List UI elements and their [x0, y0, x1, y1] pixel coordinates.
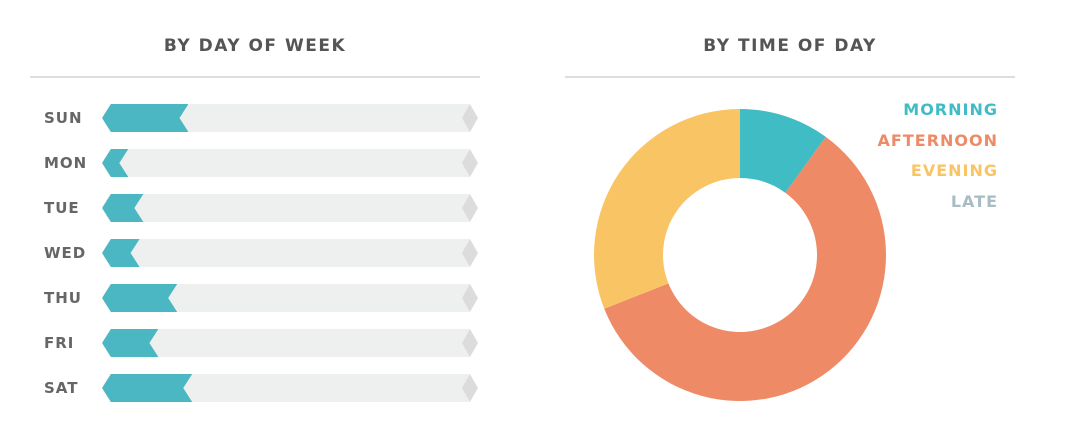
bar-track — [102, 194, 478, 222]
day-label: TUE — [44, 199, 80, 217]
track-end-icon — [462, 329, 478, 357]
track-end-icon — [462, 194, 478, 222]
bar-track — [102, 104, 478, 132]
bar-row-sat: SAT — [30, 374, 490, 402]
bar-row-thu: THU — [30, 284, 490, 312]
track-end-icon — [462, 104, 478, 132]
bar-row-wed: WED — [30, 239, 490, 267]
bar-track — [102, 284, 478, 312]
bar-track — [102, 239, 478, 267]
time-of-day-title: BY TIME OF DAY — [703, 36, 877, 56]
legend: MORNING AFTERNOON EVENING LATE — [878, 95, 998, 217]
day-label: SUN — [44, 109, 83, 127]
track-end-icon — [462, 149, 478, 177]
slice-evening — [594, 109, 740, 309]
legend-item-late: LATE — [950, 191, 998, 211]
day-label: MON — [44, 154, 88, 172]
track-end-icon — [462, 284, 478, 312]
bar-row-mon: MON — [30, 149, 490, 177]
bar-row-fri: FRI — [30, 329, 490, 357]
legend-item-morning: MORNING — [903, 100, 998, 119]
day-label: FRI — [44, 334, 75, 352]
bar-track — [102, 329, 478, 357]
track-end-icon — [462, 374, 478, 402]
bar-track — [102, 149, 478, 177]
day-label: SAT — [44, 379, 79, 397]
day-label: THU — [44, 289, 82, 307]
bar-track — [102, 374, 478, 402]
slice-afternoon — [604, 136, 886, 401]
legend-item-afternoon: AFTERNOON — [877, 130, 998, 150]
bar-sun — [102, 104, 188, 132]
bar-fri — [102, 329, 158, 357]
bar-thu — [102, 284, 177, 312]
bar-sat — [102, 374, 192, 402]
divider — [30, 76, 480, 78]
bar-row-sun: SUN — [30, 104, 490, 132]
day-label: WED — [44, 244, 87, 262]
divider — [565, 76, 1015, 78]
legend-item-evening: EVENING — [910, 161, 998, 180]
track-end-icon — [462, 239, 478, 267]
slice-morning — [740, 109, 826, 193]
day-of-week-title: BY DAY OF WEEK — [163, 36, 347, 56]
bar-row-tue: TUE — [30, 194, 490, 222]
